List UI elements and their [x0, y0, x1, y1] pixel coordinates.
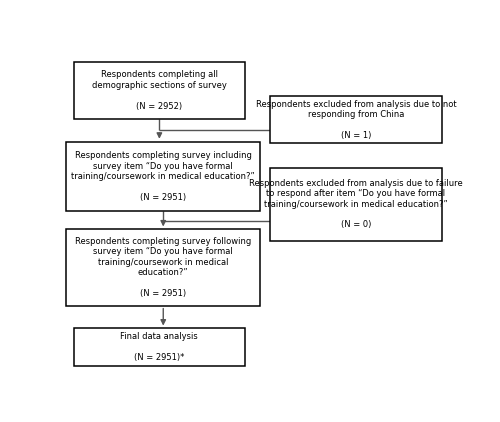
FancyBboxPatch shape — [66, 230, 260, 306]
Text: Respondents completing survey following
survey item “Do you have formal
training: Respondents completing survey following … — [75, 237, 252, 298]
Text: Respondents completing all
demographic sections of survey

(N = 2952): Respondents completing all demographic s… — [92, 70, 227, 111]
Text: Final data analysis

(N = 2951)*: Final data analysis (N = 2951)* — [120, 332, 198, 362]
FancyBboxPatch shape — [270, 168, 442, 241]
Text: Respondents excluded from analysis due to failure
to respond after item “Do you : Respondents excluded from analysis due t… — [249, 179, 463, 230]
FancyBboxPatch shape — [66, 142, 260, 211]
FancyBboxPatch shape — [74, 328, 244, 366]
FancyBboxPatch shape — [74, 62, 244, 119]
Text: Respondents completing survey including
survey item “Do you have formal
training: Respondents completing survey including … — [72, 151, 255, 202]
Text: Respondents excluded from analysis due to not
responding from China

(N = 1): Respondents excluded from analysis due t… — [256, 100, 456, 140]
FancyBboxPatch shape — [270, 96, 442, 143]
